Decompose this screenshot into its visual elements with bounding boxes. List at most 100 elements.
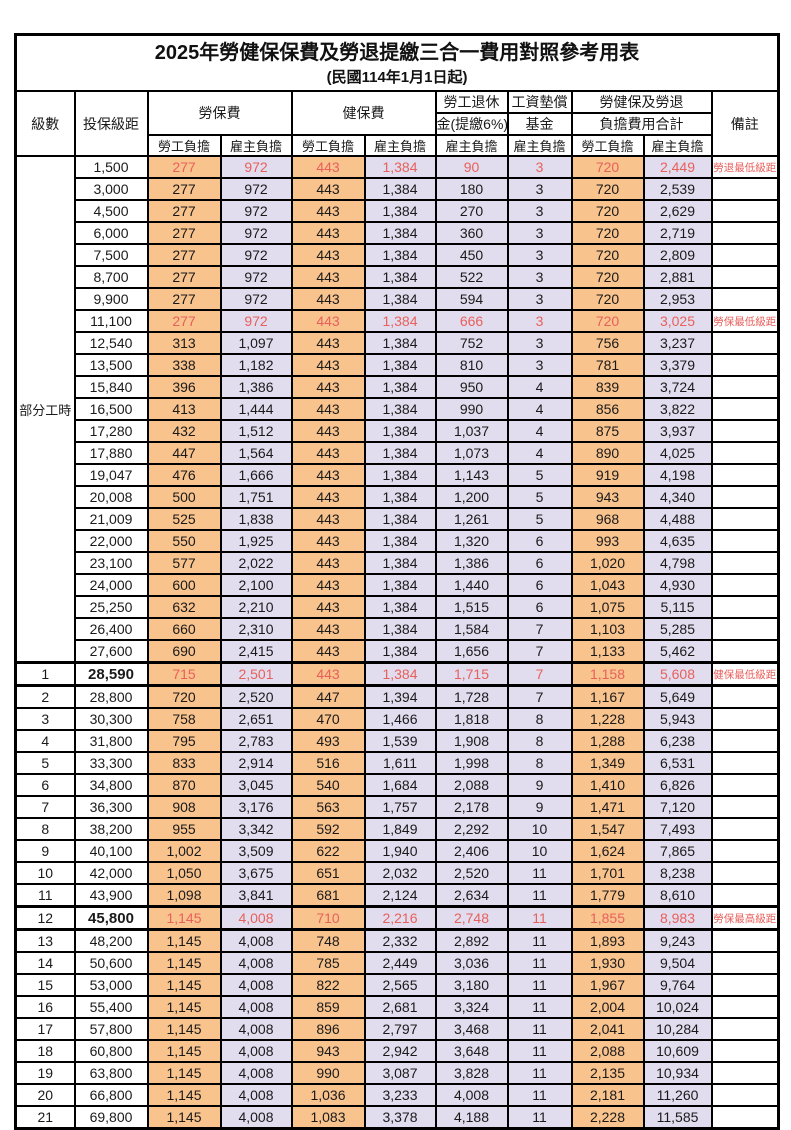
table-row: 7 36,300 908 3,176 563 1,757 2,178 9 1,471 7,120	[14, 795, 780, 819]
value-cell: 11	[506, 951, 573, 975]
value-cell: 443	[290, 485, 366, 509]
bracket-cell: 28,590	[73, 661, 149, 687]
value-cell: 3,378	[363, 1105, 437, 1130]
value-cell: 833	[146, 751, 222, 775]
value-cell: 4,008	[219, 995, 293, 1019]
value-cell: 10,024	[642, 995, 713, 1019]
remark-cell	[710, 973, 780, 997]
table-row: 9,900 277 972 443 1,384 594 3 720 2,953	[16, 287, 780, 311]
value-cell: 990	[290, 1061, 366, 1085]
value-cell: 720	[570, 243, 645, 267]
value-cell: 3	[506, 177, 573, 201]
value-cell: 1,394	[363, 684, 437, 709]
value-cell: 443	[290, 287, 366, 311]
value-cell: 6	[506, 529, 573, 553]
value-cell: 1,512	[219, 419, 293, 443]
value-cell: 666	[434, 309, 509, 333]
value-cell: 3,036	[434, 951, 509, 975]
value-cell: 2,629	[642, 199, 713, 223]
value-cell: 1,384	[363, 265, 437, 289]
value-cell: 1,037	[434, 419, 509, 443]
value-cell: 1,855	[570, 905, 645, 931]
value-cell: 1,940	[363, 839, 437, 863]
bracket-cell: 34,800	[73, 773, 149, 797]
value-cell: 1,893	[570, 928, 645, 953]
table-row: 11 43,900 1,098 3,841 681 2,124 2,634 11 1,779 8,…	[14, 883, 780, 908]
value-cell: 5,943	[642, 707, 713, 731]
value-cell: 443	[290, 441, 366, 465]
bracket-cell: 36,300	[73, 795, 149, 819]
value-cell: 1,349	[570, 751, 645, 775]
value-cell: 3,675	[219, 861, 293, 885]
page-subtitle: (民國114年1月1日起)	[326, 69, 468, 86]
bracket-cell: 26,400	[73, 617, 149, 641]
value-cell: 11	[506, 1061, 573, 1085]
bracket-cell: 53,000	[73, 973, 149, 997]
value-cell: 2,449	[363, 951, 437, 975]
col-header-bracket: 投保級距	[73, 90, 149, 157]
value-cell: 720	[570, 199, 645, 223]
value-cell: 1,444	[219, 397, 293, 421]
value-cell: 1,075	[570, 595, 645, 619]
remark-cell	[710, 1017, 780, 1041]
value-cell: 5,115	[642, 595, 713, 619]
value-cell: 720	[570, 309, 645, 333]
value-cell: 4,008	[219, 1061, 293, 1085]
value-cell: 1,384	[363, 199, 437, 223]
value-cell: 1,925	[219, 529, 293, 553]
value-cell: 3,822	[642, 397, 713, 421]
value-cell: 1,145	[146, 1039, 222, 1063]
col-header-wage-fund-line1: 工資墊償	[506, 90, 573, 114]
value-cell: 1,145	[146, 973, 222, 997]
value-cell: 2,681	[363, 995, 437, 1019]
value-cell: 8	[506, 751, 573, 775]
level-cell: 9	[14, 839, 76, 863]
value-cell: 2,914	[219, 751, 293, 775]
table-row: 20,008 500 1,751 443 1,384 1,200 5 943 4,340	[16, 485, 780, 509]
value-cell: 972	[219, 243, 293, 267]
bracket-cell: 4,500	[73, 199, 149, 223]
value-cell: 6	[506, 595, 573, 619]
bracket-cell: 63,800	[73, 1061, 149, 1085]
reference-sheet: 2025年勞健保保費及勞退提繳三合一費用對照參考用表 (民國114年1月1日起)…	[14, 33, 781, 1130]
table-row: 3,000 277 972 443 1,384 180 3 720 2,539	[16, 177, 780, 201]
bracket-cell: 38,200	[73, 817, 149, 841]
remark-cell	[710, 573, 780, 597]
value-cell: 443	[290, 639, 366, 664]
value-cell: 1,624	[570, 839, 645, 863]
value-cell: 1,320	[434, 529, 509, 553]
value-cell: 660	[146, 617, 222, 641]
remark-cell	[710, 419, 780, 443]
value-cell: 11,260	[642, 1083, 713, 1107]
value-cell: 1,228	[570, 707, 645, 731]
value-cell: 1,384	[363, 441, 437, 465]
value-cell: 4	[506, 419, 573, 443]
value-cell: 600	[146, 573, 222, 597]
header-row-burden: 勞工負擔 雇主負擔 勞工負擔 雇主負擔 雇主負擔 雇主負擔 勞工負擔 雇主負擔	[16, 134, 779, 157]
value-cell: 3	[506, 331, 573, 355]
value-cell: 968	[570, 507, 645, 531]
value-cell: 2,022	[219, 551, 293, 575]
value-cell: 2,228	[570, 1105, 645, 1130]
table-row: 11,100 277 972 443 1,384 666 3 720 3,025 勞保最低級距	[16, 309, 780, 333]
value-cell: 9,504	[642, 951, 713, 975]
remark-cell	[710, 751, 780, 775]
value-cell: 11	[506, 1105, 573, 1130]
bracket-cell: 17,280	[73, 419, 149, 443]
value-cell: 1,757	[363, 795, 437, 819]
remark-cell	[710, 551, 780, 575]
value-cell: 690	[146, 639, 222, 664]
bracket-cell: 11,100	[73, 309, 149, 333]
level-cell: 17	[14, 1017, 76, 1041]
table-row: 3 30,300 758 2,651 470 1,466 1,818 8 1,228 5,943	[14, 707, 780, 731]
value-cell: 919	[570, 463, 645, 487]
value-cell: 1,838	[219, 507, 293, 531]
value-cell: 1,471	[570, 795, 645, 819]
value-cell: 8	[506, 729, 573, 753]
value-cell: 1,384	[363, 595, 437, 619]
value-cell: 1,145	[146, 1017, 222, 1041]
value-cell: 9	[506, 795, 573, 819]
table-row: 26,400 660 2,310 443 1,384 1,584 7 1,103 5,285	[16, 617, 780, 641]
remark-cell: 健保最低級距	[710, 661, 780, 687]
value-cell: 476	[146, 463, 222, 487]
